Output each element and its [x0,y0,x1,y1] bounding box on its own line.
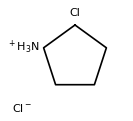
Text: Cl: Cl [70,8,80,18]
Text: Cl$^-$: Cl$^-$ [12,102,32,114]
Text: $^+$H$_3$N: $^+$H$_3$N [7,39,40,56]
